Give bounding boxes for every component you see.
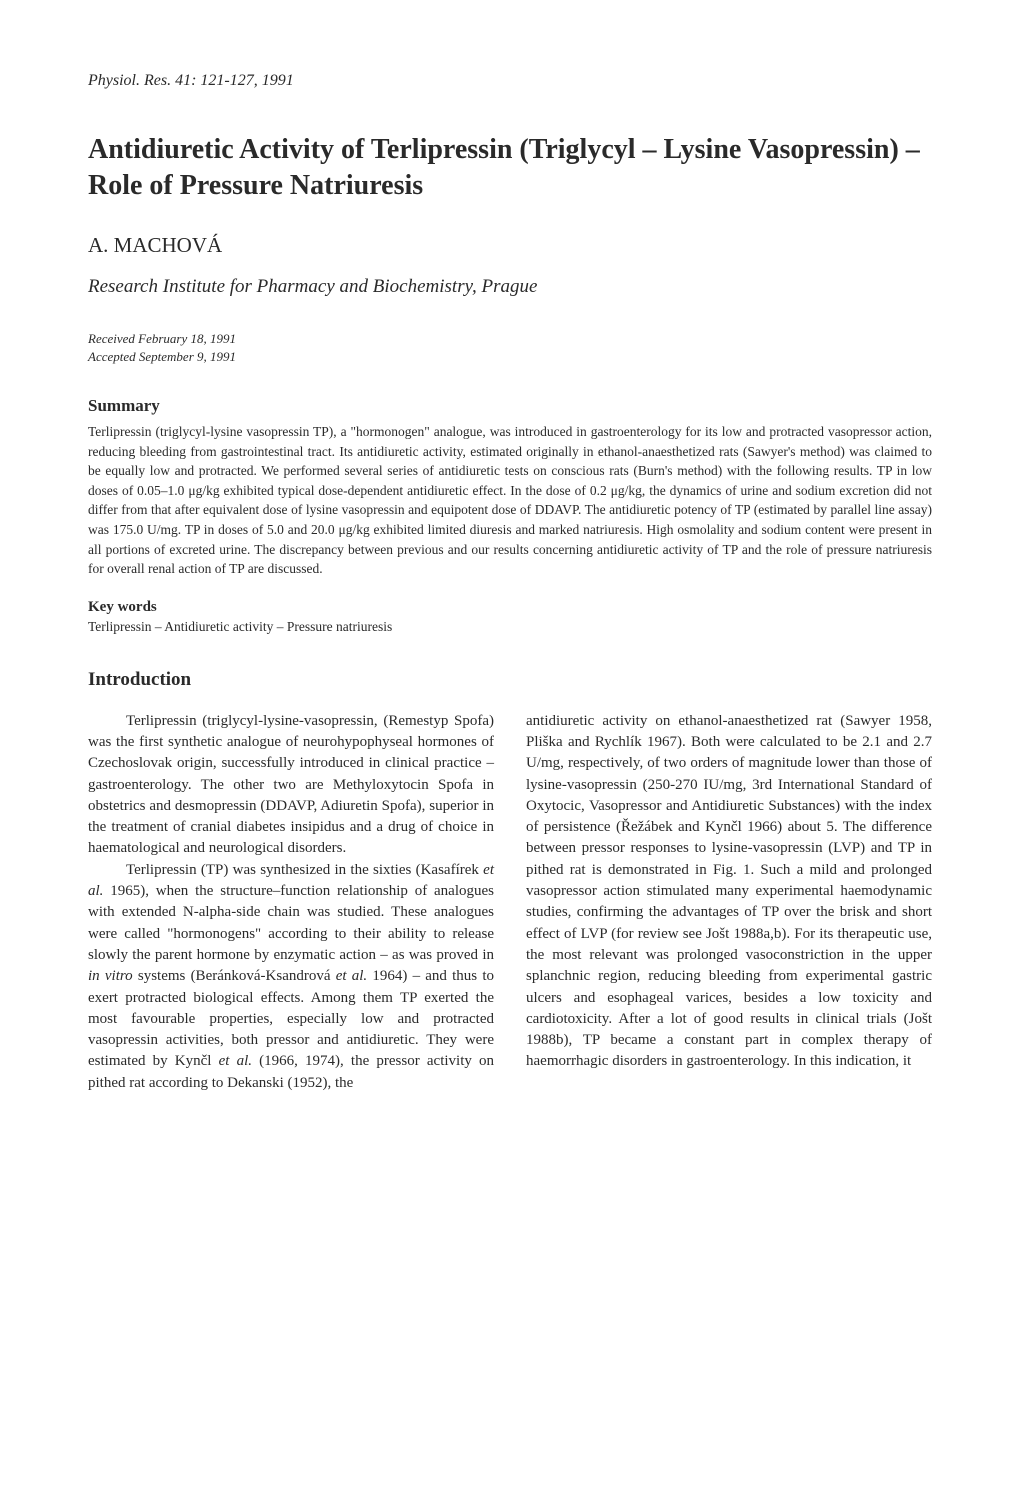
- paper-title: Antidiuretic Activity of Terlipressin (T…: [88, 132, 932, 205]
- dates-block: Received February 18, 1991 Accepted Sept…: [88, 330, 932, 366]
- two-column-layout: Terlipressin (triglycyl-lysine-vasopress…: [88, 711, 932, 1094]
- summary-text: Terlipressin (triglycyl-lysine vasopress…: [88, 422, 932, 579]
- column-left: Terlipressin (triglycyl-lysine-vasopress…: [88, 711, 494, 1094]
- intro-paragraph-3: antidiuretic activity on ethanol-anaesth…: [526, 711, 932, 1073]
- column-right: antidiuretic activity on ethanol-anaesth…: [526, 711, 932, 1094]
- accepted-date: Accepted September 9, 1991: [88, 348, 932, 366]
- summary-heading: Summary: [88, 396, 932, 416]
- intro-paragraph-1: Terlipressin (triglycyl-lysine-vasopress…: [88, 711, 494, 860]
- affiliation: Research Institute for Pharmacy and Bioc…: [88, 276, 932, 298]
- received-date: Received February 18, 1991: [88, 330, 932, 348]
- journal-header: Physiol. Res. 41: 121-127, 1991: [88, 72, 932, 90]
- introduction-heading: Introduction: [88, 669, 932, 691]
- keywords-text: Terlipressin – Antidiuretic activity – P…: [88, 619, 932, 635]
- keywords-heading: Key words: [88, 599, 932, 616]
- author-name: A. MACHOVÁ: [88, 233, 932, 258]
- intro-paragraph-2: Terlipressin (TP) was synthesized in the…: [88, 860, 494, 1094]
